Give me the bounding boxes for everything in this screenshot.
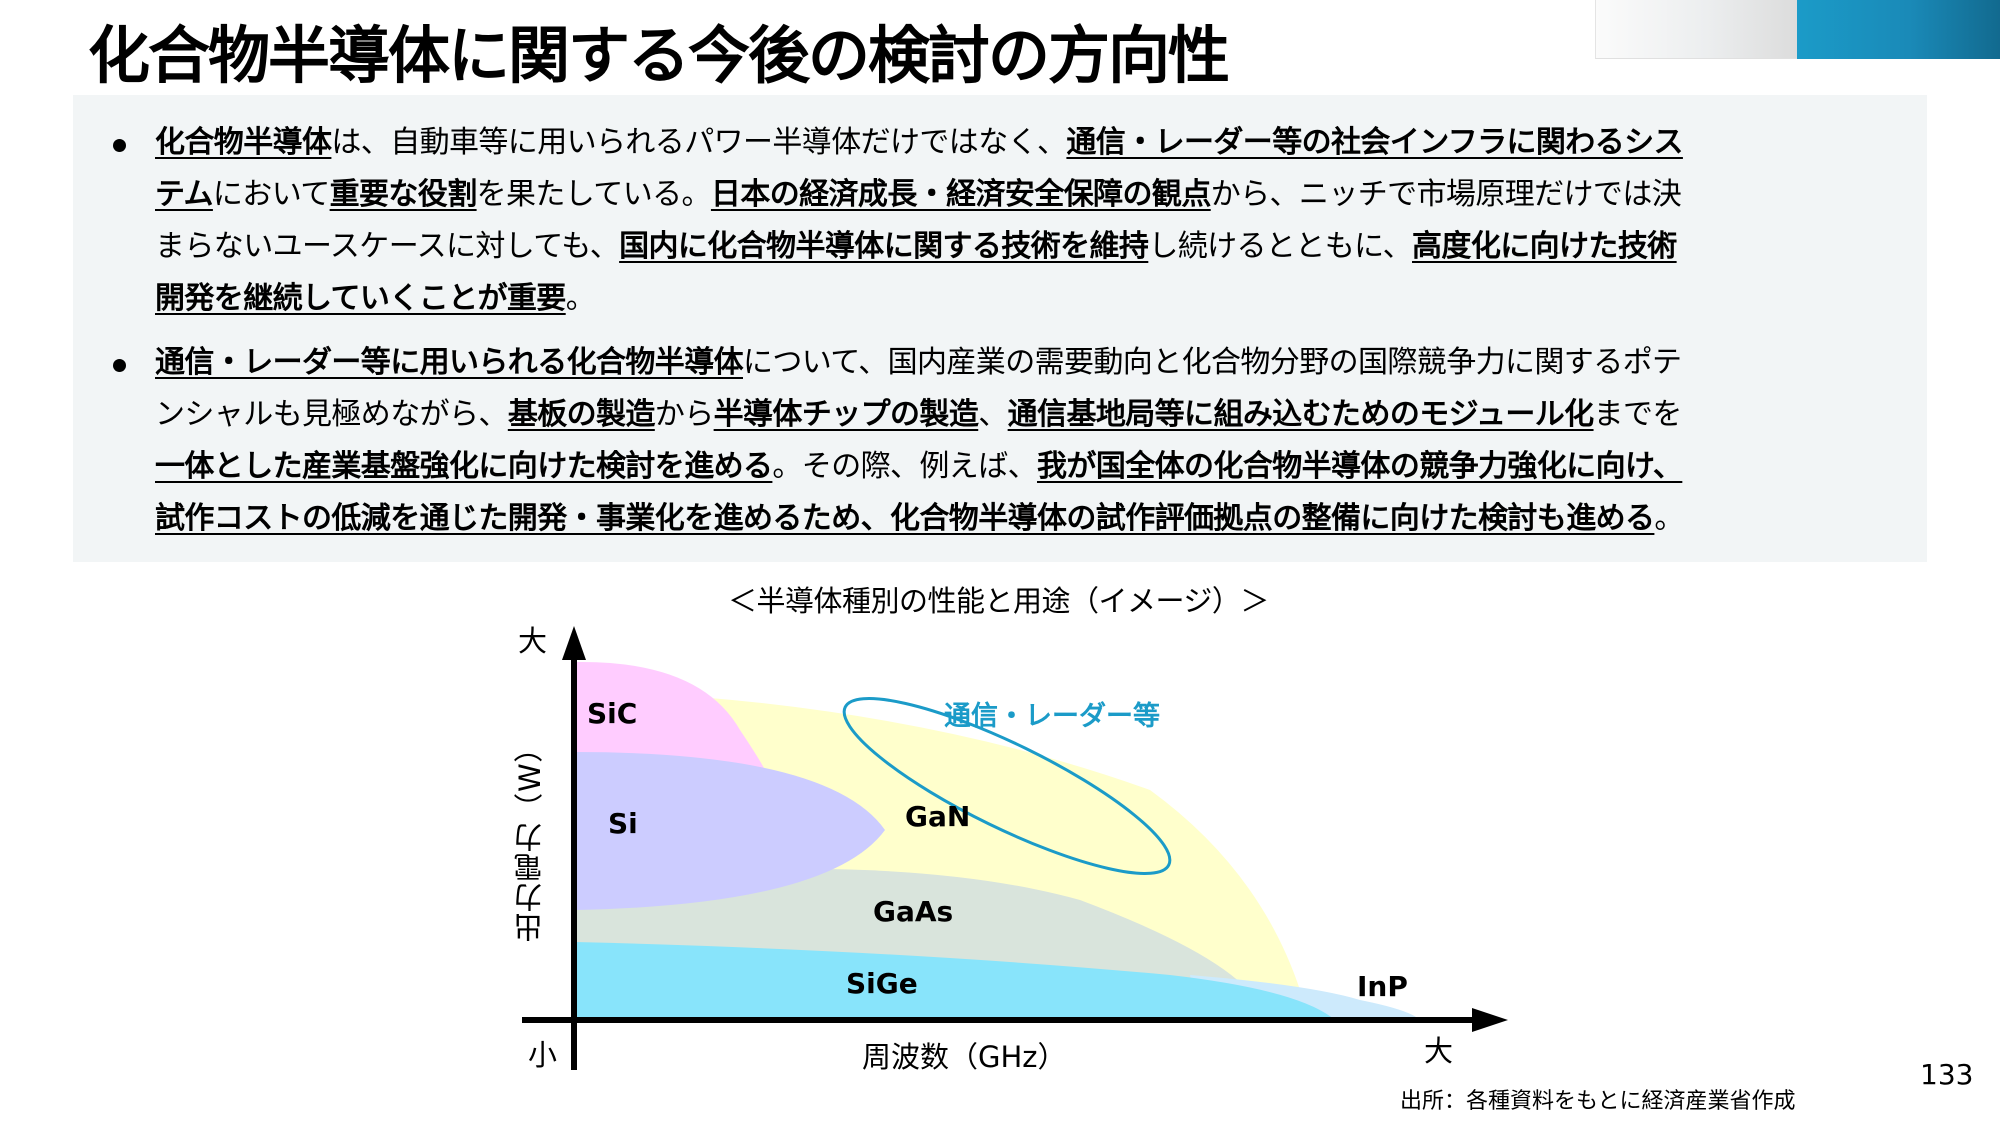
plain-text: までを bbox=[1593, 397, 1683, 432]
label-inp: InP bbox=[1357, 970, 1408, 1003]
text-line: まらないユースケースに対しても、国内に化合物半導体に関する技術を維持し続けるとと… bbox=[155, 221, 1915, 273]
bullet-text: 化合物半導体は、自動車等に用いられるパワー半導体だけではなく、通信・レーダー等の… bbox=[155, 117, 1915, 325]
bullet-text: 通信・レーダー等に用いられる化合物半導体について、国内産業の需要動向と化合物分野… bbox=[155, 337, 1915, 545]
diagram-title: ＜半導体種別の性能と用途（イメージ）＞ bbox=[728, 584, 1269, 618]
text-line: 開発を継続していくことが重要。 bbox=[155, 273, 1915, 325]
label-gan: GaN bbox=[905, 800, 970, 833]
corner-decoration bbox=[1595, 0, 2000, 59]
plain-text: から、ニッチで市場原理だけでは決 bbox=[1210, 177, 1682, 212]
emphasis-text: 通信・レーダー等の社会インフラに関わるシス bbox=[1066, 125, 1683, 160]
plain-text: を果たしている。 bbox=[476, 177, 712, 212]
label-gaas: GaAs bbox=[873, 895, 953, 928]
y-axis-arrow-icon bbox=[562, 626, 586, 660]
bullet-dot-icon bbox=[113, 139, 126, 152]
text-line: 一体とした産業基盤強化に向けた検討を進める。その際、例えば、我が国全体の化合物半… bbox=[155, 441, 1915, 493]
label-si: Si bbox=[608, 807, 638, 840]
emphasis-text: 基板の製造 bbox=[507, 397, 656, 432]
label-sic: SiC bbox=[587, 697, 637, 730]
emphasis-text: 化合物半導体 bbox=[155, 125, 332, 160]
source-note: 出所：各種資料をもとに経済産業省作成 bbox=[1400, 1089, 1796, 1114]
emphasis-text: 高度化に向けた技術 bbox=[1412, 229, 1677, 264]
text-line: 通信・レーダー等に用いられる化合物半導体について、国内産業の需要動向と化合物分野… bbox=[155, 337, 1915, 389]
plain-text: において bbox=[212, 177, 330, 212]
x-axis-low-label: 小 bbox=[528, 1038, 558, 1072]
emphasis-text: 一体とした産業基盤強化に向けた検討を進める bbox=[155, 449, 773, 484]
plain-text: まらないユースケースに対しても、 bbox=[155, 229, 620, 264]
x-axis-arrow-icon bbox=[1472, 1008, 1508, 1032]
label-sige: SiGe bbox=[846, 967, 918, 1000]
label-highlight: 通信・レーダー等 bbox=[944, 700, 1160, 732]
plain-text: 。 bbox=[565, 281, 596, 316]
text-line: 化合物半導体は、自動車等に用いられるパワー半導体だけではなく、通信・レーダー等の… bbox=[155, 117, 1915, 169]
x-axis-high-label: 大 bbox=[1424, 1034, 1454, 1068]
emphasis-text: 半導体チップの製造 bbox=[713, 397, 979, 432]
region-si bbox=[575, 752, 885, 910]
bullet-dot-icon bbox=[113, 359, 126, 372]
plain-text: は、自動車等に用いられるパワー半導体だけではなく、 bbox=[331, 125, 1067, 160]
plain-text: 、 bbox=[978, 397, 1008, 432]
summary-panel: 化合物半導体は、自動車等に用いられるパワー半導体だけではなく、通信・レーダー等の… bbox=[73, 95, 1927, 562]
emphasis-text: 重要な役割 bbox=[329, 177, 478, 212]
plain-text: 。 bbox=[1654, 501, 1684, 536]
emphasis-text: 我が国全体の化合物半導体の競争力強化に向け、 bbox=[1037, 449, 1683, 484]
region-sige bbox=[575, 942, 1335, 1020]
page-number: 133 bbox=[1920, 1058, 1974, 1091]
highlight-ellipse bbox=[842, 697, 1172, 875]
emphasis-text: 開発を継続していくことが重要 bbox=[155, 281, 566, 316]
plain-text: ンシャルも見極めながら、 bbox=[155, 397, 508, 432]
plain-text: 。その際、例えば、 bbox=[772, 449, 1038, 484]
plain-text: し続けるとともに、 bbox=[1148, 229, 1413, 264]
plain-text: から bbox=[654, 397, 714, 432]
plain-text: について、国内産業の需要動向と化合物分野の国際競争力に関するポテ bbox=[743, 345, 1682, 380]
emphasis-text: 日本の経済成長・経済安全保障の観点 bbox=[710, 177, 1211, 212]
page-title: 化合物半導体に関する今後の検討の方向性 bbox=[88, 19, 1230, 92]
text-line: テムにおいて重要な役割を果たしている。日本の経済成長・経済安全保障の観点から、ニ… bbox=[155, 169, 1915, 221]
emphasis-text: テム bbox=[155, 177, 214, 212]
corner-band-blue bbox=[1797, 0, 2000, 59]
y-axis-high-label: 大 bbox=[518, 624, 548, 658]
x-axis-title: 周波数（GHz） bbox=[862, 1040, 1067, 1074]
emphasis-text: 試作コストの低減を通じた開発・事業化を進めるため、化合物半導体の試作評価拠点の整… bbox=[155, 501, 1655, 536]
emphasis-text: 通信・レーダー等に用いられる化合物半導体 bbox=[155, 345, 744, 380]
corner-band-light bbox=[1595, 0, 1797, 59]
emphasis-text: 通信基地局等に組み込むためのモジュール化 bbox=[1007, 397, 1595, 432]
text-line: 試作コストの低減を通じた開発・事業化を進めるため、化合物半導体の試作評価拠点の整… bbox=[155, 493, 1915, 545]
region-sic bbox=[575, 661, 765, 770]
text-line: ンシャルも見極めながら、基板の製造から半導体チップの製造、通信基地局等に組み込む… bbox=[155, 389, 1915, 441]
emphasis-text: 国内に化合物半導体に関する技術を維持 bbox=[619, 229, 1149, 264]
y-axis-title: 出力電力（W） bbox=[513, 732, 547, 943]
